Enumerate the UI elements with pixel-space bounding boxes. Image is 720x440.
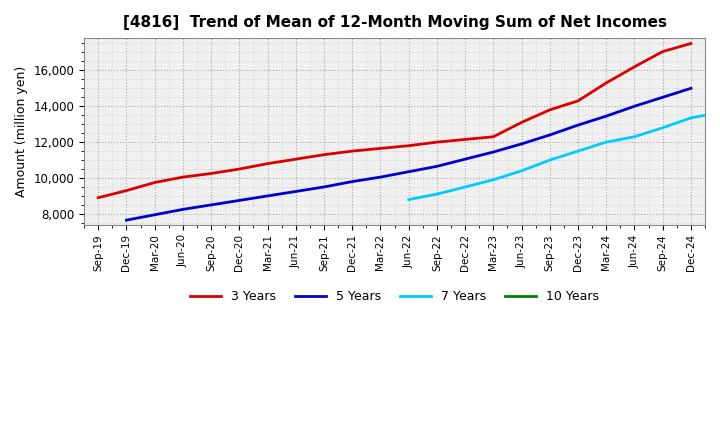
- Line: 7 Years: 7 Years: [409, 113, 719, 199]
- 3 Years: [546, 107, 554, 113]
- 3 Years: [489, 134, 498, 139]
- 3 Years: [150, 180, 159, 185]
- 5 Years: [546, 132, 554, 138]
- 7 Years: [546, 158, 554, 163]
- 5 Years: [517, 141, 526, 147]
- 3 Years: [658, 49, 667, 54]
- 7 Years: [517, 168, 526, 173]
- 3 Years: [179, 175, 187, 180]
- 7 Years: [630, 134, 639, 139]
- 5 Years: [574, 122, 582, 128]
- 5 Years: [235, 198, 243, 203]
- 7 Years: [574, 148, 582, 154]
- 5 Years: [405, 169, 413, 174]
- 5 Years: [433, 164, 441, 169]
- 7 Years: [433, 191, 441, 197]
- 3 Years: [94, 195, 102, 200]
- 5 Years: [207, 202, 215, 208]
- 3 Years: [292, 157, 300, 162]
- 5 Years: [658, 95, 667, 100]
- 5 Years: [602, 114, 611, 119]
- 3 Years: [207, 171, 215, 176]
- 3 Years: [687, 41, 696, 46]
- 5 Years: [122, 217, 131, 223]
- 3 Years: [461, 137, 469, 142]
- 3 Years: [602, 81, 611, 86]
- 3 Years: [264, 161, 272, 166]
- 7 Years: [461, 184, 469, 190]
- 3 Years: [235, 166, 243, 172]
- 3 Years: [433, 139, 441, 145]
- Title: [4816]  Trend of Mean of 12-Month Moving Sum of Net Incomes: [4816] Trend of Mean of 12-Month Moving …: [122, 15, 667, 30]
- 5 Years: [376, 175, 384, 180]
- 5 Years: [461, 157, 469, 162]
- 5 Years: [150, 212, 159, 217]
- 3 Years: [630, 64, 639, 70]
- 5 Years: [630, 104, 639, 109]
- 5 Years: [687, 86, 696, 91]
- Legend: 3 Years, 5 Years, 7 Years, 10 Years: 3 Years, 5 Years, 7 Years, 10 Years: [185, 285, 604, 308]
- 3 Years: [405, 143, 413, 148]
- 7 Years: [602, 139, 611, 145]
- 3 Years: [320, 152, 328, 158]
- Y-axis label: Amount (million yen): Amount (million yen): [15, 66, 28, 197]
- Line: 3 Years: 3 Years: [98, 44, 691, 198]
- 3 Years: [517, 120, 526, 125]
- 5 Years: [264, 193, 272, 198]
- 7 Years: [715, 110, 720, 115]
- 3 Years: [376, 146, 384, 151]
- 5 Years: [489, 149, 498, 154]
- 7 Years: [687, 115, 696, 121]
- 5 Years: [320, 184, 328, 190]
- Line: 5 Years: 5 Years: [127, 88, 691, 220]
- 5 Years: [348, 179, 356, 184]
- 7 Years: [658, 125, 667, 130]
- 5 Years: [292, 189, 300, 194]
- 5 Years: [179, 207, 187, 212]
- 3 Years: [122, 188, 131, 193]
- 3 Years: [574, 98, 582, 103]
- 3 Years: [348, 148, 356, 154]
- 7 Years: [405, 197, 413, 202]
- 7 Years: [489, 177, 498, 183]
